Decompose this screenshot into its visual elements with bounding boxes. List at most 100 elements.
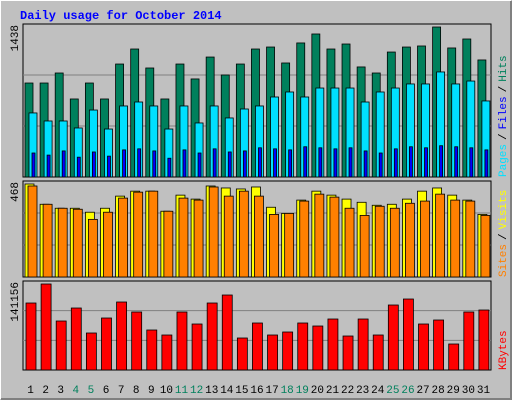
x-tick-label: 22 [341, 385, 354, 397]
bar [116, 301, 127, 371]
bar [378, 152, 383, 178]
bar [31, 152, 36, 178]
bar [40, 283, 52, 371]
chart-title: Daily usage for October 2014 [20, 9, 222, 23]
bar [236, 337, 248, 371]
bar [359, 214, 370, 278]
bar [148, 190, 159, 278]
bar [418, 323, 429, 371]
bar [403, 298, 414, 371]
x-tick-label: 25 [386, 385, 399, 397]
bar [327, 318, 339, 371]
bar [161, 334, 173, 371]
x-tick-label: 23 [356, 385, 369, 397]
x-tick-label: 10 [160, 385, 173, 397]
bar [101, 317, 112, 371]
bar [363, 150, 368, 178]
x-tick-label: 4 [73, 385, 80, 397]
legend-separator: / [498, 86, 510, 93]
bar [103, 211, 113, 278]
bar [288, 149, 293, 178]
bar [463, 311, 475, 371]
bar [197, 152, 202, 178]
x-tick-label: 15 [235, 385, 248, 397]
bar [448, 343, 460, 371]
bar [435, 193, 446, 278]
bar [254, 195, 264, 278]
bar [46, 154, 51, 178]
bar [57, 207, 68, 278]
x-tick-label: 5 [88, 385, 95, 397]
bar [242, 150, 247, 178]
bar [223, 195, 234, 278]
x-tick-label: 11 [175, 385, 189, 397]
bar [284, 213, 295, 278]
y-tick-label: 141156 [10, 282, 22, 322]
bar [25, 302, 37, 371]
bar [122, 149, 126, 178]
bar [329, 196, 340, 278]
bar [191, 323, 203, 371]
bar [107, 155, 111, 178]
bar [85, 332, 97, 371]
bar [454, 146, 459, 178]
legend-item: KBytes [498, 330, 510, 370]
bar [484, 149, 489, 178]
x-tick-label: 3 [57, 385, 64, 397]
bar [297, 322, 309, 371]
bar [374, 205, 385, 278]
bar [357, 318, 369, 371]
bar [212, 148, 217, 178]
x-tick-label: 29 [447, 385, 460, 397]
bar [152, 150, 157, 178]
legend-item: Visits [498, 190, 510, 230]
x-tick-label: 30 [462, 385, 475, 397]
bar [282, 331, 294, 371]
bar [342, 335, 354, 371]
bar [314, 193, 325, 278]
bar [409, 146, 413, 178]
x-tick-label: 24 [371, 385, 385, 397]
bar [450, 199, 461, 278]
bar [133, 191, 144, 278]
x-tick-label: 27 [416, 385, 429, 397]
bar [55, 320, 67, 371]
bar [299, 200, 310, 278]
y-tick-label: 468 [10, 182, 22, 202]
bar [193, 199, 204, 278]
bar [167, 157, 172, 178]
bar [238, 190, 249, 278]
bar [118, 197, 128, 278]
bar [273, 148, 277, 178]
x-tick-label: 12 [190, 385, 203, 397]
bar [146, 329, 158, 371]
legend-separator: / [498, 133, 510, 140]
x-tick-label: 19 [296, 385, 309, 397]
bar [393, 148, 398, 178]
bar [206, 302, 218, 371]
x-tick-label: 20 [311, 385, 324, 397]
legend: Pages / Files / Hits [498, 55, 510, 177]
x-tick-label: 7 [118, 385, 125, 397]
bar [258, 147, 262, 178]
legend: KBytes [498, 330, 510, 370]
bar [42, 203, 53, 278]
x-tick-label: 6 [103, 385, 110, 397]
x-tick-label: 26 [401, 385, 414, 397]
bar [348, 147, 353, 178]
bar [70, 307, 82, 371]
bar [221, 294, 233, 371]
bar [76, 156, 81, 178]
legend-item: Hits [498, 55, 510, 81]
legend-item: Sites [498, 244, 510, 277]
bar [303, 146, 308, 178]
bar [439, 145, 444, 178]
x-tick-label: 13 [205, 385, 218, 397]
bar [344, 207, 355, 278]
x-tick-label: 14 [220, 385, 234, 397]
x-tick-label: 21 [326, 385, 340, 397]
bar [61, 150, 66, 178]
bar [27, 185, 38, 278]
x-tick-label: 8 [133, 385, 140, 397]
x-tick-label: 18 [281, 385, 294, 397]
